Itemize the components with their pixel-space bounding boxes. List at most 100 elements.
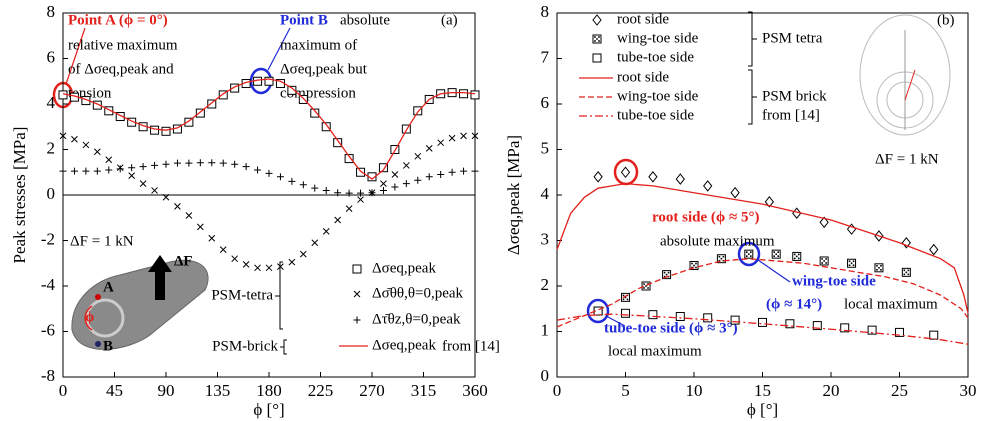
- data-point: [772, 250, 780, 258]
- x-tick-label: 225: [308, 381, 334, 400]
- data-point-dot: [825, 258, 827, 260]
- data-point-shape: [704, 314, 712, 322]
- data-point: [243, 261, 249, 267]
- inset-phi: [905, 70, 915, 100]
- data-point-dot: [849, 260, 851, 262]
- group-label: PSM tetra: [762, 30, 823, 46]
- data-point-dot: [695, 263, 697, 265]
- inset-label: A: [103, 279, 114, 295]
- annotation: tube-toe side (ϕ ≈ 3°): [604, 320, 738, 336]
- data-point-dot: [798, 258, 800, 260]
- data-point-shape: [266, 265, 272, 271]
- data-point: [759, 318, 767, 326]
- data-point-shape: [759, 318, 767, 326]
- data-point-dot: [750, 255, 752, 257]
- y-tick-label: 3: [541, 229, 550, 248]
- group-label: PSM brick: [762, 88, 827, 104]
- data-point: [357, 168, 365, 176]
- data-point-dot: [664, 272, 666, 274]
- data-point-dot: [876, 269, 878, 271]
- y-tick-label: 0: [541, 366, 550, 385]
- arrow-wing: [758, 260, 790, 282]
- y-tick-label: 7: [541, 47, 550, 66]
- data-point-shape: [622, 167, 630, 177]
- annotation: (ϕ ≈ 14°): [766, 296, 822, 312]
- data-point: [220, 160, 227, 167]
- data-point-dot: [821, 258, 823, 260]
- data-point: [266, 170, 273, 177]
- data-point-dot: [821, 262, 823, 264]
- data-point: [197, 159, 204, 166]
- data-point-shape: [151, 126, 159, 134]
- data-point: [358, 197, 364, 203]
- data-point: [117, 165, 124, 172]
- data-point-dot: [853, 264, 855, 266]
- data-point-shape: [594, 172, 602, 182]
- data-point: [676, 312, 684, 320]
- brace-brick-b: [748, 70, 757, 124]
- inset-label: ϕ: [85, 309, 94, 325]
- data-point: [820, 257, 828, 265]
- y-tick-label: -2: [41, 229, 55, 248]
- legend-label: wing-toe side: [617, 88, 699, 104]
- data-point-shape: [243, 261, 249, 267]
- data-point: [60, 168, 67, 175]
- data-point-dot: [777, 255, 779, 257]
- data-point: [731, 188, 739, 198]
- point-a-dot: [95, 294, 101, 300]
- data-point: [622, 167, 630, 177]
- data-point-shape: [243, 163, 250, 170]
- data-point: [415, 153, 421, 159]
- data-point: [197, 224, 203, 230]
- data-point: [128, 164, 135, 171]
- legend-marker-dot: [598, 40, 600, 42]
- data-point: [140, 163, 147, 170]
- data-point-shape: [323, 228, 329, 234]
- brace-tetra-a: [275, 262, 283, 329]
- legend-marker: [593, 54, 601, 62]
- data-point-shape: [380, 181, 386, 187]
- data-point: [902, 268, 910, 276]
- data-point: [403, 180, 410, 187]
- legend-label: Δσeq,peak: [372, 260, 436, 276]
- data-point: [704, 314, 712, 322]
- data-point-dot: [668, 272, 670, 274]
- legend-marker-dot: [594, 36, 596, 38]
- data-point-shape: [346, 190, 353, 197]
- data-point-dot: [773, 255, 775, 257]
- data-point-shape: [106, 157, 112, 163]
- x-axis-label: ϕ [°]: [747, 400, 778, 419]
- data-point-dot: [643, 283, 645, 285]
- data-point: [460, 168, 467, 175]
- data-point-shape: [676, 312, 684, 320]
- y-tick-label: 4: [541, 184, 550, 203]
- data-point-dot: [853, 260, 855, 262]
- data-point: [300, 251, 306, 257]
- inset-label: ΔF: [174, 253, 193, 269]
- data-point: [380, 181, 386, 187]
- legend-label: Δσ̄θθ,θ=0,peak: [372, 285, 464, 301]
- data-point-shape: [140, 181, 146, 187]
- x-tick-label: 180: [256, 381, 282, 400]
- x-tick-label: 45: [106, 381, 123, 400]
- data-point-dot: [794, 258, 796, 260]
- data-point-shape: [94, 168, 101, 175]
- data-point-shape: [437, 171, 444, 178]
- data-point-shape: [220, 160, 227, 167]
- y-tick-label: 2: [541, 275, 550, 294]
- data-point: [414, 177, 421, 184]
- data-point-dot: [794, 254, 796, 256]
- data-point: [300, 181, 307, 188]
- x-tick-label: 0: [59, 381, 68, 400]
- data-point-shape: [311, 185, 318, 192]
- x-tick-label: 25: [891, 381, 908, 400]
- y-tick-label: -6: [41, 320, 55, 339]
- data-point: [335, 217, 341, 223]
- data-point: [471, 91, 479, 99]
- data-point: [438, 140, 444, 146]
- data-point-shape: [232, 256, 238, 262]
- data-point-dot: [721, 258, 723, 260]
- data-point-shape: [312, 240, 318, 246]
- y-tick-label: 4: [47, 93, 56, 112]
- legend-marker: [593, 15, 601, 25]
